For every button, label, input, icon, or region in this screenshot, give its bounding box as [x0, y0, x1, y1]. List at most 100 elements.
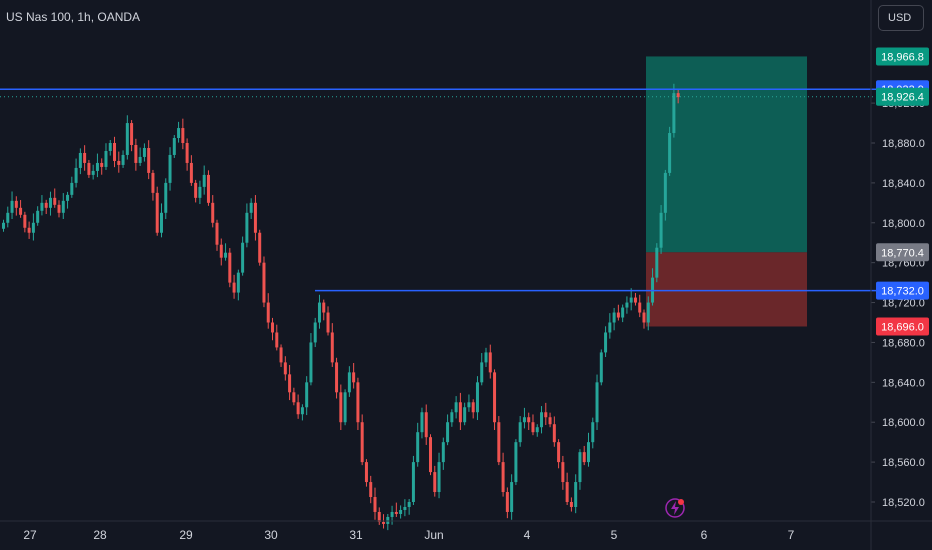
candle-body — [522, 417, 526, 423]
candle-body — [113, 143, 117, 161]
candle — [78, 148, 82, 175]
candle-body — [121, 154, 125, 165]
candle — [113, 136, 117, 168]
position-zones — [646, 56, 807, 327]
candle-body — [625, 302, 629, 308]
candle — [561, 455, 565, 490]
candle — [31, 213, 35, 241]
candle-body — [202, 174, 206, 187]
candle-body — [66, 194, 70, 201]
candle — [142, 143, 146, 162]
candle — [271, 317, 275, 341]
candle-body — [565, 482, 569, 502]
candle — [633, 292, 637, 306]
candle — [399, 505, 403, 519]
candle — [292, 387, 296, 406]
candle-body — [104, 150, 108, 167]
candle-body — [288, 374, 292, 393]
candle-body — [155, 192, 159, 233]
candle — [369, 475, 373, 504]
candle — [347, 366, 351, 397]
price-tick-label: 18,680.0 — [882, 337, 925, 349]
candle-body — [629, 297, 633, 303]
candle-body — [616, 312, 620, 318]
candle — [164, 178, 168, 219]
candle — [574, 474, 578, 514]
candle-body — [271, 322, 275, 333]
candle — [44, 199, 48, 215]
candle — [121, 150, 125, 168]
candle — [360, 414, 364, 466]
price-tick-label: 18,640.0 — [882, 377, 925, 389]
candle-body — [569, 502, 573, 507]
time-axis[interactable]: 27 28 29 30 31 Jun 4 5 6 7 — [0, 520, 932, 542]
candle-body — [612, 312, 616, 323]
candle — [181, 118, 185, 150]
candle — [578, 449, 582, 490]
candle-body — [394, 511, 398, 514]
time-tick-label: 30 — [264, 528, 278, 542]
time-tick-label: 5 — [611, 528, 618, 542]
candle-body — [228, 252, 232, 283]
candle — [416, 422, 420, 467]
candle-body — [138, 156, 142, 163]
candle — [659, 205, 663, 254]
candle-body — [552, 424, 556, 443]
candle-body — [40, 202, 44, 211]
candle-body — [168, 154, 172, 183]
candle-body — [463, 407, 467, 423]
candle — [228, 248, 232, 288]
price-axis[interactable]: 18,520.0 18,560.0 18,600.0 18,640.0 18,680.0… — [870, 0, 925, 550]
candle-body — [578, 452, 582, 483]
candle-body — [633, 297, 637, 303]
candle — [638, 294, 642, 318]
candle-body — [61, 200, 65, 213]
price-label-text: 18,770.4 — [881, 247, 924, 259]
candle — [569, 497, 573, 512]
candle — [194, 179, 198, 203]
candle — [189, 155, 193, 186]
candle-body — [23, 214, 27, 228]
candle — [484, 347, 488, 367]
time-tick-label: 28 — [93, 528, 107, 542]
candle-body — [399, 509, 403, 514]
price-tick-label: 18,800.0 — [882, 218, 925, 230]
candle-body — [326, 312, 330, 333]
candle — [595, 374, 599, 431]
price-label-text: 18,732.0 — [881, 286, 924, 298]
candle-body — [241, 242, 245, 273]
candle — [531, 414, 535, 436]
candle-body — [531, 422, 535, 433]
candle — [458, 392, 462, 431]
candle — [364, 459, 368, 487]
candle-body — [159, 212, 163, 233]
candle-body — [488, 352, 492, 373]
lightning-icon[interactable] — [664, 497, 686, 519]
candle-body — [309, 342, 313, 383]
currency-button[interactable]: USD — [878, 5, 924, 31]
candle — [219, 238, 223, 266]
candle-body — [245, 212, 249, 243]
candle — [48, 191, 52, 216]
price-label-bg — [876, 281, 929, 300]
candle — [330, 323, 334, 367]
time-tick-label: Jun — [424, 528, 443, 542]
candle — [548, 412, 552, 428]
candle — [433, 465, 437, 497]
candle — [403, 499, 407, 517]
candle — [518, 416, 522, 447]
candle — [206, 170, 210, 206]
price-label-text: 18,966.8 — [881, 51, 924, 63]
candle — [241, 236, 245, 276]
candle — [454, 396, 458, 419]
candle — [130, 120, 134, 152]
candle-body — [147, 147, 151, 173]
candle-body — [258, 232, 262, 263]
candle-body — [377, 511, 381, 522]
candle-body — [433, 472, 437, 493]
candle-body — [95, 162, 99, 171]
candle-body — [450, 412, 454, 423]
candle-body — [514, 442, 518, 483]
candle — [258, 229, 262, 266]
